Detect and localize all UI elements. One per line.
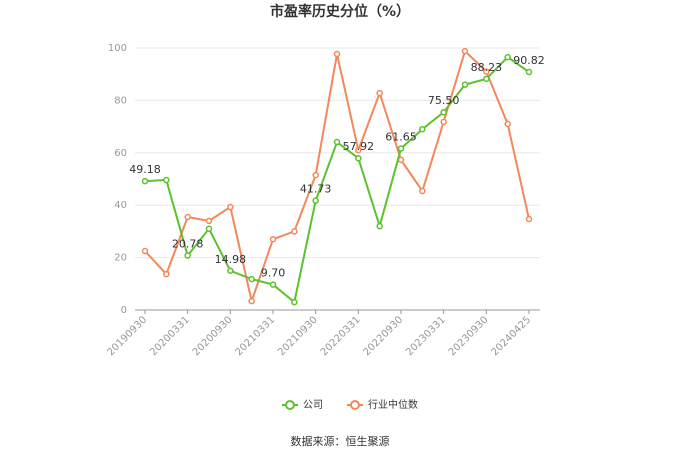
x-tick-label: 20200331 [148, 314, 192, 358]
point [205, 225, 213, 233]
chart-title: 市盈率历史分位（%） [270, 3, 410, 20]
point [461, 47, 469, 55]
data-label: 57.92 [343, 140, 375, 153]
legend-marker [285, 400, 295, 410]
data-label: 20.78 [172, 238, 204, 251]
source-note: 数据来源：恒生聚源 [291, 434, 390, 448]
y-tick-label: 60 [114, 148, 127, 159]
legend-label: 行业中位数 [368, 398, 418, 411]
x-tick-label: 20210930 [276, 314, 320, 358]
data-label: 88.23 [471, 61, 503, 74]
y-tick-label: 100 [108, 43, 127, 54]
data-label: 14.98 [215, 253, 247, 266]
point [397, 145, 405, 152]
series-line [144, 49, 530, 305]
x-tick-label: 20240425 [489, 314, 533, 358]
point [141, 177, 149, 185]
point [419, 125, 426, 133]
point [376, 89, 383, 97]
point [355, 146, 362, 154]
point [461, 81, 469, 88]
point [184, 213, 191, 221]
point [205, 217, 213, 225]
point [440, 108, 447, 116]
point [269, 236, 277, 243]
legend-marker [350, 400, 360, 410]
point [483, 68, 490, 75]
data-label: 75.50 [428, 94, 460, 107]
data-label: 90.82 [513, 54, 545, 67]
point [163, 270, 170, 278]
point [269, 281, 277, 288]
point [419, 187, 426, 195]
y-tick-label: 0 [121, 305, 127, 316]
data-label: 49.18 [129, 163, 161, 176]
series-line [144, 55, 530, 304]
point [163, 176, 170, 184]
point [525, 68, 533, 76]
point [141, 247, 149, 255]
x-tick-label: 20230331 [404, 314, 448, 358]
y-tick-label: 80 [114, 95, 127, 106]
x-tick-label: 20230930 [447, 314, 491, 358]
x-tick-label: 20210331 [233, 314, 277, 358]
x-tick-label: 20190930 [105, 314, 149, 358]
point [483, 75, 490, 83]
data-label: 61.65 [385, 130, 417, 143]
point [333, 138, 341, 146]
point [248, 275, 255, 283]
y-tick-label: 40 [114, 200, 127, 211]
point [184, 252, 191, 259]
point [525, 215, 533, 223]
point [333, 50, 341, 58]
point [376, 222, 383, 230]
legend-label: 公司 [303, 400, 323, 411]
point [227, 203, 234, 211]
x-tick-label: 20220930 [361, 314, 405, 358]
point [291, 228, 298, 235]
x-tick-label: 20200930 [191, 314, 235, 358]
point [312, 171, 319, 179]
y-tick-label: 20 [114, 253, 127, 264]
point [504, 53, 511, 61]
data-label: 41.73 [300, 183, 332, 196]
point [248, 297, 255, 305]
point [312, 197, 319, 204]
point [504, 120, 511, 128]
point [227, 267, 234, 275]
point [291, 298, 298, 306]
x-tick-label: 20220331 [319, 314, 363, 358]
data-label: 9.70 [261, 267, 286, 280]
point [355, 154, 362, 162]
point [440, 118, 447, 126]
